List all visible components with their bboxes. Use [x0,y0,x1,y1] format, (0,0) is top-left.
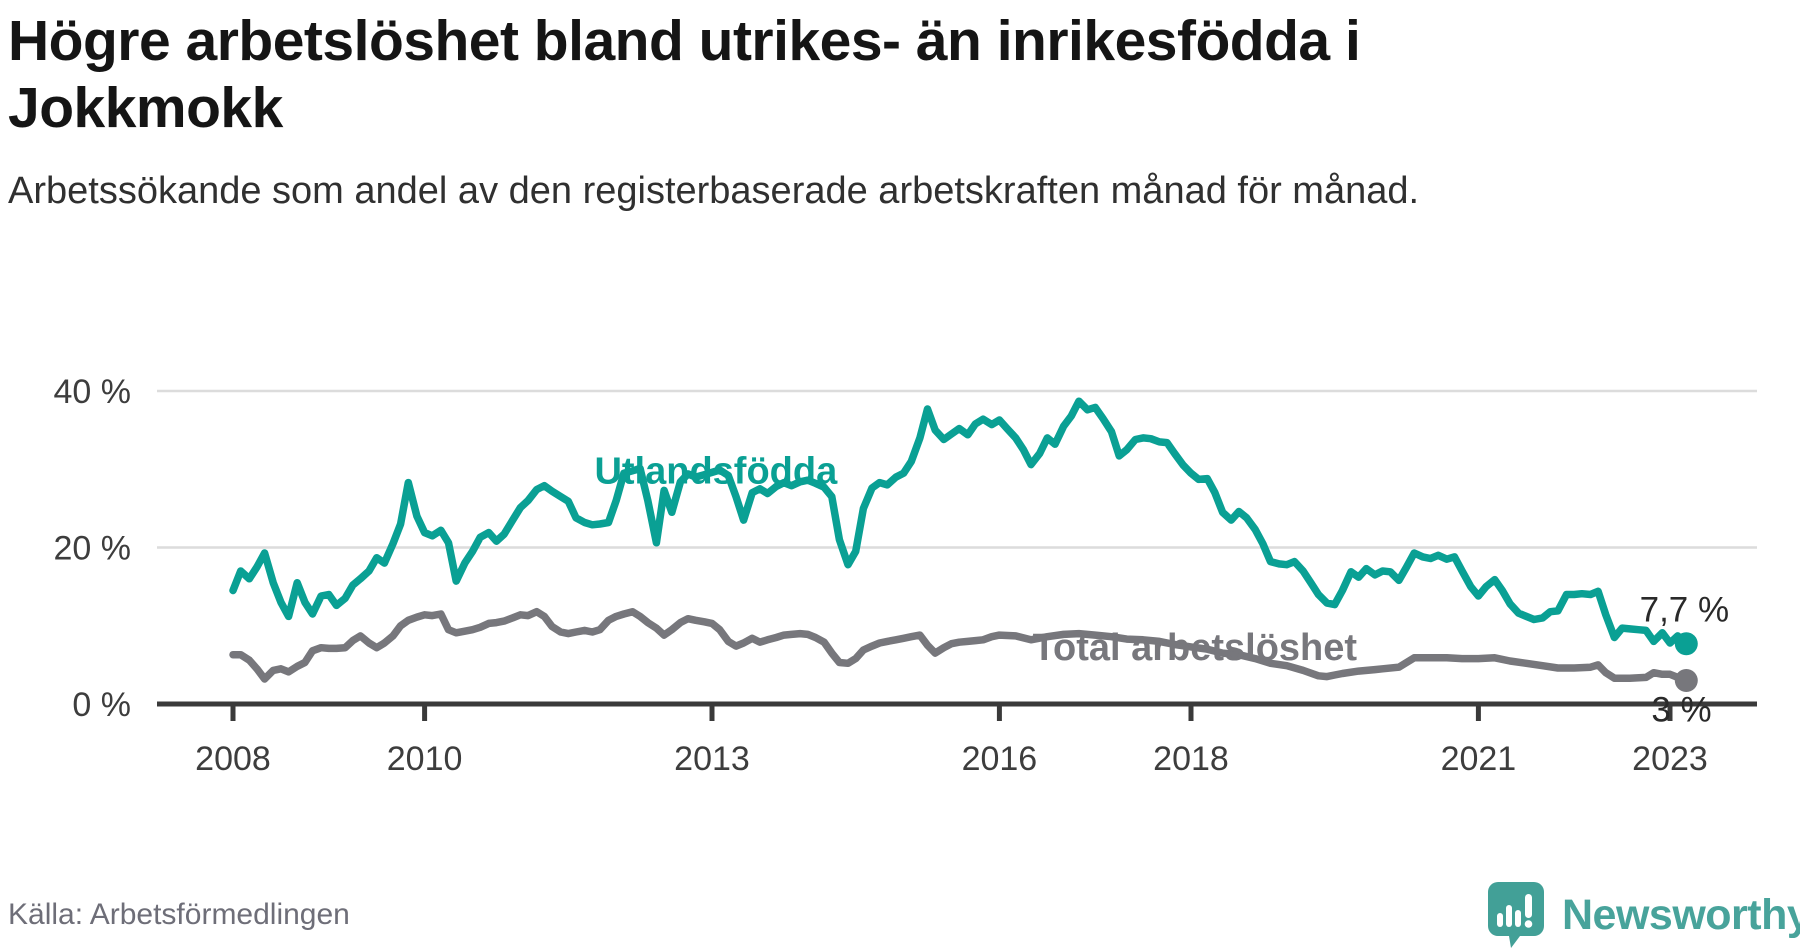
x-tick-label-2013: 2013 [674,740,750,778]
newsworthy-logo-icon [1488,882,1544,948]
series-label-utlandsfodda: Utlandsfödda [594,450,838,492]
y-tick-label-20: 20 % [54,529,132,567]
x-tick-label-2023: 2023 [1632,740,1708,778]
x-tick-label-2021: 2021 [1441,740,1517,778]
series-line-utlandsfodda [229,397,1691,648]
series-end-dot-utlandsfodda [1674,632,1698,656]
value-label-3: 3 % [1651,691,1711,730]
newsworthy-logo: Newsworthy [1488,882,1800,948]
chart-subtitle: Arbetssökande som andel av den registerb… [8,170,1420,212]
x-tick-label-2016: 2016 [962,740,1038,778]
x-tick-label-2018: 2018 [1153,740,1229,778]
x-tick-label-2008: 2008 [195,740,271,778]
y-tick-label-0: 0 % [72,686,131,724]
series-line-total-arbetsloshet [229,607,1691,685]
source-note: Källa: Arbetsförmedlingen [8,898,350,931]
y-tick-label-40: 40 % [54,373,132,411]
page-title: Högre arbetslöshet bland utrikes- än inr… [8,9,1361,140]
series-end-dot-total-arbetsloshet [1674,669,1698,693]
series-label-total-arbetsloshet: Total arbetslöshet [1033,627,1358,669]
newsworthy-wordmark: Newsworthy [1562,890,1800,939]
x-tick-label-2010: 2010 [387,740,463,778]
value-label-7-7: 7,7 % [1640,591,1730,630]
